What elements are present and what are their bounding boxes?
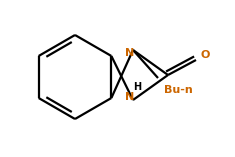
Text: O: O — [200, 50, 210, 60]
Text: N: N — [125, 48, 135, 58]
Text: H: H — [133, 82, 141, 92]
Text: Bu-n: Bu-n — [164, 85, 192, 95]
Text: N: N — [125, 92, 135, 102]
